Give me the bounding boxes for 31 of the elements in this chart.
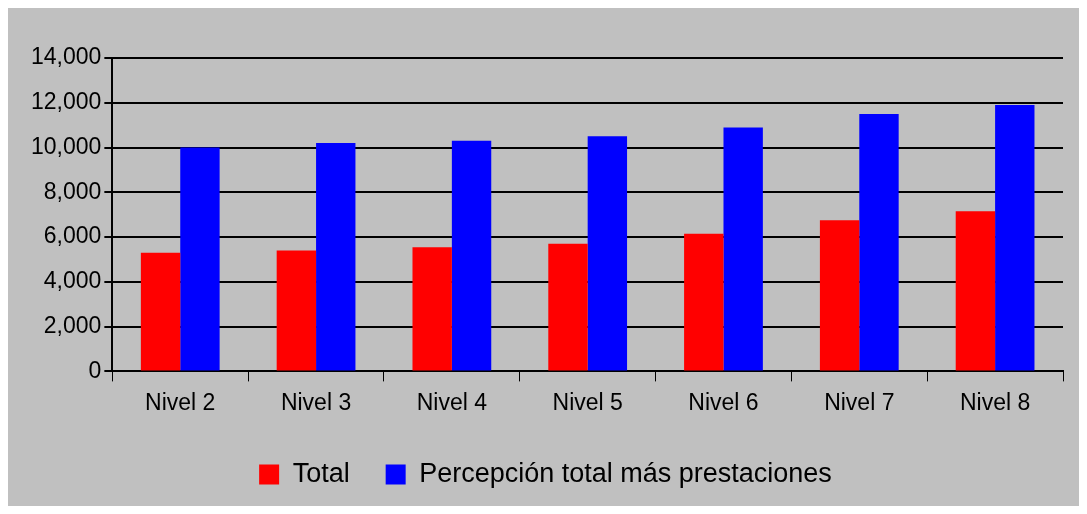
x-tick-label: Nivel 3 — [280, 388, 352, 415]
bar — [412, 247, 452, 371]
bar — [276, 250, 317, 371]
bar — [180, 147, 220, 371]
bar — [548, 243, 588, 371]
bar — [684, 233, 724, 371]
y-tick-label: 10,000 — [30, 132, 102, 159]
bar — [819, 220, 860, 371]
x-tick-label: Nivel 6 — [688, 388, 759, 415]
bar — [995, 105, 1035, 371]
y-tick-label: 12,000 — [30, 88, 102, 115]
legend-label: Total — [292, 457, 350, 488]
legend-label: Percepción total más prestaciones — [419, 457, 832, 488]
y-tick-label: 6,000 — [43, 222, 102, 249]
bar — [955, 211, 996, 371]
bar — [316, 143, 356, 371]
x-tick-label: Nivel 4 — [416, 388, 488, 415]
y-tick-label: 14,000 — [30, 43, 102, 70]
x-tick-label: Nivel 7 — [824, 388, 895, 415]
bar — [587, 136, 628, 371]
y-tick-label: 8,000 — [43, 177, 102, 204]
x-tick-label: Nivel 5 — [552, 388, 623, 415]
y-tick-label: 2,000 — [43, 311, 102, 338]
bar — [451, 140, 492, 371]
y-tick-label: 4,000 — [43, 267, 102, 294]
x-tick-label: Nivel 8 — [959, 388, 1031, 415]
bar — [140, 252, 181, 371]
y-tick-label: 0 — [88, 356, 102, 383]
x-tick-label: Nivel 2 — [145, 388, 216, 415]
bar — [723, 127, 763, 371]
bar — [859, 113, 899, 371]
